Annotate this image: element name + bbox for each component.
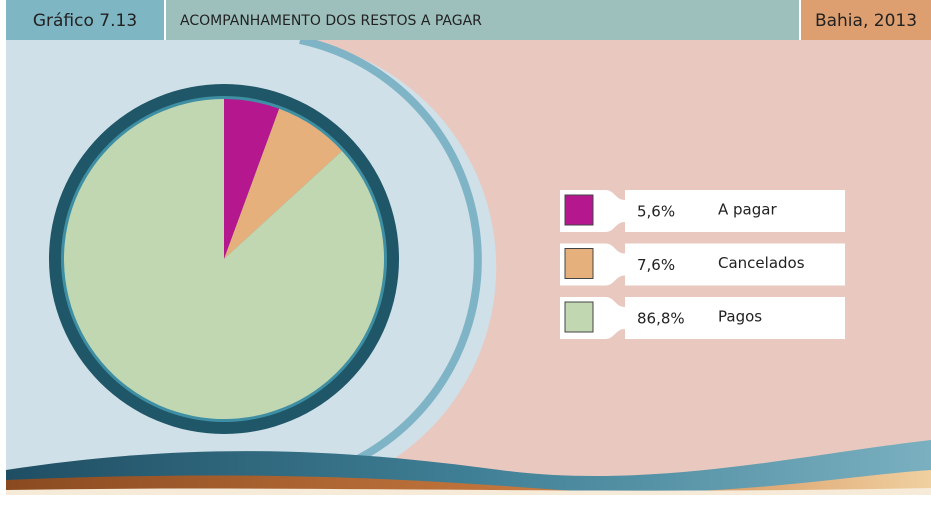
- subtitle-tab: [801, 0, 931, 40]
- pie-slice: [64, 99, 385, 420]
- chart-subtitle: Bahia, 2013: [815, 11, 917, 31]
- legend-swatch: [564, 301, 594, 333]
- legend-box: [560, 190, 845, 232]
- pie: [64, 99, 385, 420]
- label-tab: [6, 0, 164, 40]
- pie-slice: [224, 108, 343, 259]
- legend-value: 5,6%: [637, 203, 675, 221]
- legend: 5,6% A pagar 7,6% Cancelados 86,8% Pagos: [560, 190, 845, 339]
- legend-swatch: [564, 248, 594, 279]
- legend-label: Cancelados: [718, 254, 805, 272]
- chart-label: Gráfico 7.13: [33, 11, 137, 31]
- legend-label: A pagar: [718, 201, 777, 219]
- legend-swatch: [564, 194, 594, 226]
- legend-label: Pagos: [718, 308, 762, 326]
- legend-value: 86,8%: [637, 310, 685, 328]
- legend-value: 7,6%: [637, 256, 675, 274]
- pie-slice: [224, 99, 280, 259]
- title-bar: [166, 0, 799, 40]
- panel-arc: [299, 36, 482, 484]
- wave: [6, 488, 931, 495]
- legend-box: [560, 297, 845, 339]
- legend-box: [560, 243, 845, 286]
- chart-title: ACOMPANHAMENTO DOS RESTOS A PAGAR: [180, 13, 482, 29]
